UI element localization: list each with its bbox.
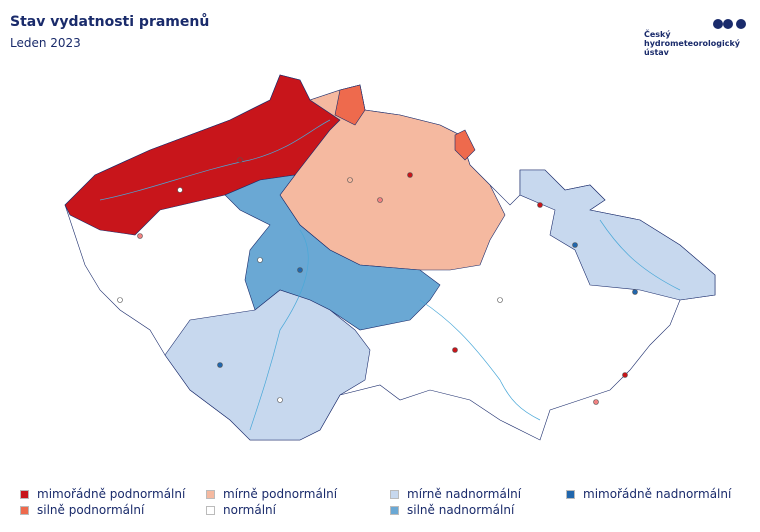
legend-item: normální [206, 503, 276, 517]
region-low [454, 129, 476, 161]
legend-swatch [390, 505, 399, 515]
rivers [99, 119, 681, 431]
legend-label: silně podnormální [37, 503, 145, 517]
legend-swatch [206, 489, 215, 499]
logo-line: hydrometeorologický [644, 39, 741, 48]
logo-line: ústav [644, 48, 669, 57]
legend-item: mimořádně podnormální [20, 487, 185, 501]
region-high [224, 174, 441, 331]
stations [117, 157, 638, 405]
legend-label: silně nadnormální [407, 503, 515, 517]
region-slightly-high [519, 169, 716, 301]
legend-item: mírně podnormální [206, 487, 337, 501]
title: Stav vydatnosti pramenů [10, 14, 210, 30]
legend-swatch [566, 489, 575, 499]
region-slightly-high [164, 289, 371, 441]
legend-swatch [206, 505, 215, 515]
region-low [334, 84, 366, 126]
legend-item: silně podnormální [20, 503, 144, 517]
legend-item: silně nadnormální [390, 503, 514, 517]
legend-label: mimořádně nadnormální [583, 487, 732, 501]
subtitle: Leden 2023 [10, 36, 81, 50]
legend-swatch [20, 489, 29, 499]
legend-label: normální [223, 503, 276, 517]
legend-swatch [20, 505, 29, 515]
legend-label: mírně podnormální [223, 487, 338, 501]
logo-line: Český [644, 30, 671, 39]
legend-label: mírně nadnormální [407, 487, 522, 501]
logo-mark [713, 19, 746, 29]
map [64, 19, 746, 441]
legend-item: mírně nadnormální [390, 487, 521, 501]
logo: Český hydrometeorologický ústav [644, 30, 740, 57]
legend-swatch [390, 489, 399, 499]
legend-label: mimořádně podnormální [37, 487, 186, 501]
legend-item: mimořádně nadnormální [566, 487, 731, 501]
